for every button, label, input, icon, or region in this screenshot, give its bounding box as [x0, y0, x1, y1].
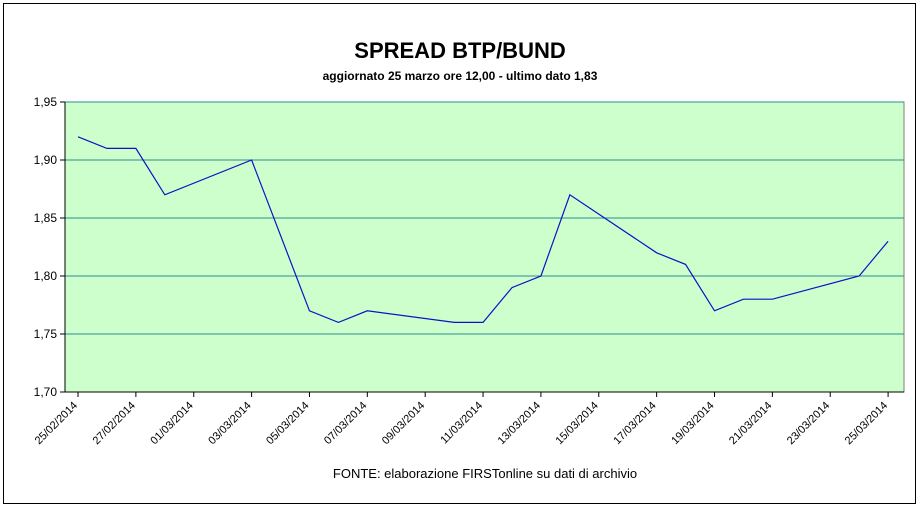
y-tick-label: 1,85 [34, 211, 58, 225]
plot-area [64, 101, 905, 393]
y-tick-label: 1,90 [34, 153, 58, 167]
data-line [77, 136, 889, 324]
y-tick-label: 1,75 [34, 327, 58, 341]
x-axis-label: FONTE: elaborazione FIRSTonline su dati … [333, 466, 637, 481]
y-tick-label: 1,95 [34, 95, 58, 109]
y-tick-label: 1,80 [34, 269, 58, 283]
chart-subtitle: aggiornato 25 marzo ore 12,00 - ultimo d… [323, 69, 598, 83]
y-tick-label: 1,70 [34, 385, 58, 399]
chart-title: SPREAD BTP/BUND [354, 38, 565, 63]
